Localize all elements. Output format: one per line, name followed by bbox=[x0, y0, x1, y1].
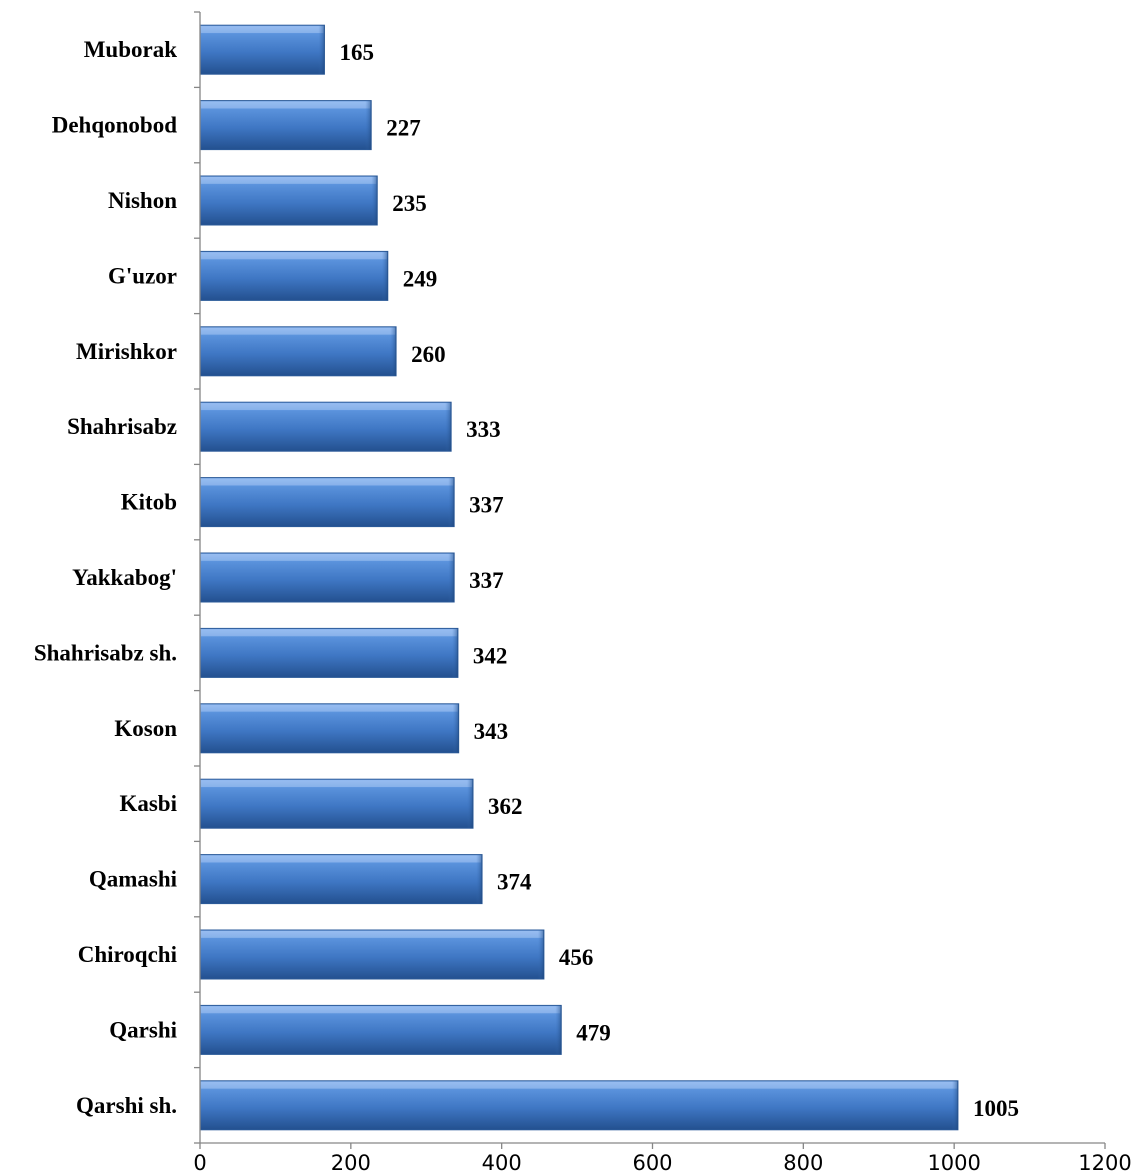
category-labels: Muborak Dehqonobod Nishon G'uzor Mirishkor Sh… bbox=[34, 37, 178, 1118]
bar-highlight bbox=[201, 553, 454, 561]
category-label: Qarshi sh. bbox=[76, 1093, 177, 1118]
category-label: Qamashi bbox=[89, 867, 178, 892]
bar bbox=[199, 175, 378, 226]
bar-highlight bbox=[201, 855, 482, 863]
bar bbox=[199, 703, 460, 754]
bar-highlight bbox=[201, 101, 371, 109]
bar bbox=[199, 854, 483, 905]
value-label: 235 bbox=[392, 191, 427, 216]
bar bbox=[199, 552, 455, 603]
bar-end-shade bbox=[451, 628, 458, 678]
bar-highlight bbox=[201, 478, 454, 486]
value-label: 342 bbox=[473, 643, 508, 668]
value-label: 165 bbox=[339, 40, 374, 65]
bar-highlight bbox=[201, 26, 324, 34]
bar-highlight bbox=[201, 930, 543, 938]
bar-highlight bbox=[201, 1006, 561, 1014]
bar-end-shade bbox=[951, 1080, 958, 1130]
x-tick-label: 0 bbox=[193, 1151, 206, 1175]
value-label: 1005 bbox=[973, 1096, 1019, 1121]
x-tick-label: 400 bbox=[482, 1151, 522, 1175]
value-label: 374 bbox=[497, 870, 532, 895]
category-label: Shahrisabz sh. bbox=[34, 640, 177, 665]
value-labels: 165 227 235 249 260 333 337 337 342 343 362 374 456 4… bbox=[339, 40, 1019, 1121]
bar-highlight bbox=[201, 780, 473, 788]
value-label: 260 bbox=[411, 342, 446, 367]
bar-highlight bbox=[201, 327, 396, 335]
bar-end-shade bbox=[390, 326, 397, 376]
bar bbox=[199, 100, 372, 151]
bar-end-shade bbox=[318, 25, 325, 75]
category-label: Muborak bbox=[84, 37, 178, 62]
category-label: Yakkabog' bbox=[72, 565, 177, 590]
bar-end-shade bbox=[445, 402, 452, 452]
value-label: 337 bbox=[469, 568, 504, 593]
bar-end-shade bbox=[452, 703, 459, 753]
bar-highlight bbox=[201, 1081, 957, 1089]
x-tick-label: 1000 bbox=[927, 1151, 980, 1175]
value-label: 362 bbox=[488, 794, 522, 819]
bar bbox=[199, 24, 325, 75]
category-label: Chiroqchi bbox=[78, 942, 178, 967]
value-label: 227 bbox=[386, 116, 421, 141]
bar-end-shade bbox=[381, 251, 388, 301]
x-tick-label: 1200 bbox=[1078, 1151, 1131, 1175]
x-tick-label: 200 bbox=[331, 1151, 371, 1175]
bar-end-shade bbox=[537, 929, 544, 980]
bar-highlight bbox=[201, 176, 377, 184]
value-label: 249 bbox=[403, 266, 438, 291]
category-label: Nishon bbox=[108, 188, 177, 213]
value-label: 456 bbox=[559, 945, 594, 970]
x-axis-ticks: 0 200 400 600 800 1000 1200 bbox=[193, 1143, 1132, 1175]
value-label: 343 bbox=[474, 719, 509, 744]
value-label: 479 bbox=[576, 1020, 611, 1045]
bar bbox=[199, 778, 474, 829]
bar-highlight bbox=[201, 704, 458, 712]
bar-highlight bbox=[201, 403, 451, 411]
x-tick-label: 600 bbox=[632, 1151, 672, 1175]
bar-end-shade bbox=[365, 100, 372, 150]
bar-highlight bbox=[201, 629, 457, 637]
bar bbox=[199, 401, 452, 452]
value-label: 333 bbox=[466, 417, 501, 442]
value-label: 337 bbox=[469, 493, 504, 518]
category-label: Mirishkor bbox=[76, 339, 177, 364]
bars-layer bbox=[199, 24, 959, 1131]
x-tick-label: 800 bbox=[783, 1151, 823, 1175]
category-label: Koson bbox=[114, 716, 177, 741]
bar-end-shade bbox=[371, 175, 378, 226]
category-label: G'uzor bbox=[108, 263, 177, 288]
category-label: Kitob bbox=[121, 490, 177, 515]
bar bbox=[199, 1080, 959, 1131]
category-label: Kasbi bbox=[119, 791, 177, 816]
bar bbox=[199, 627, 459, 678]
category-label: Dehqonobod bbox=[52, 113, 177, 138]
bar-end-shade bbox=[448, 552, 455, 603]
category-label: Qarshi bbox=[109, 1017, 177, 1042]
bar-end-shade bbox=[467, 779, 474, 829]
bar-end-shade bbox=[448, 477, 455, 527]
category-label: Shahrisabz bbox=[67, 414, 177, 439]
bar-end-shade bbox=[476, 854, 483, 904]
bar-highlight bbox=[201, 252, 387, 260]
bar bbox=[199, 929, 545, 980]
bar-end-shade bbox=[555, 1005, 562, 1055]
